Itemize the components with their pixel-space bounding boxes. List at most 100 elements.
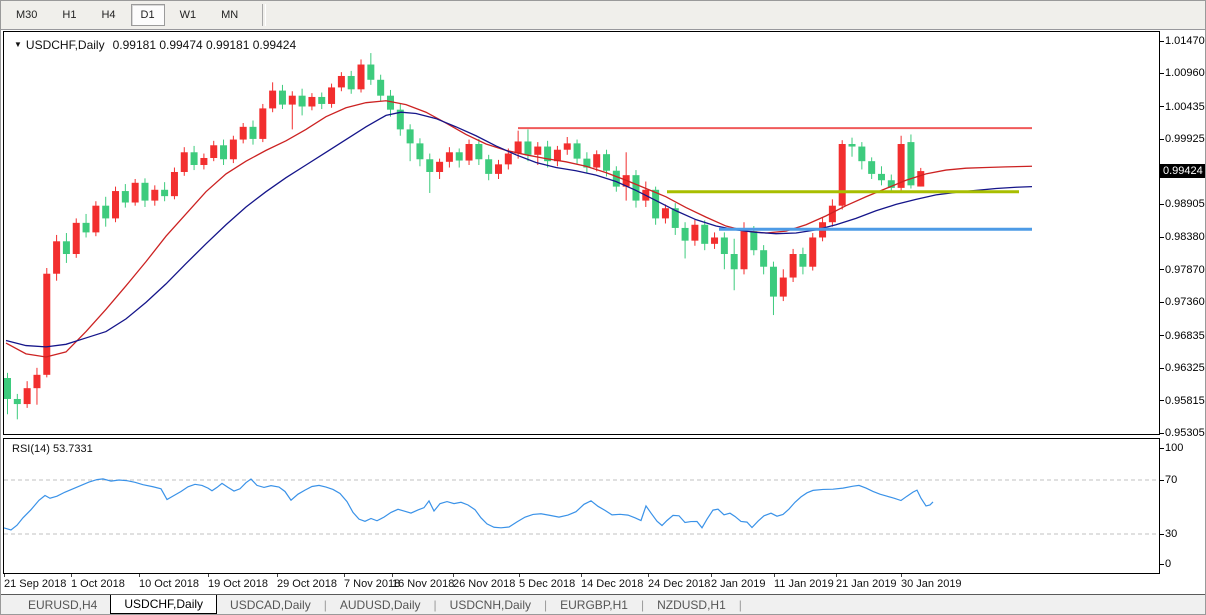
candle	[367, 53, 375, 85]
price-axis-label: 1.00435	[1165, 100, 1205, 113]
candle	[524, 129, 532, 162]
candle	[691, 219, 699, 246]
candle	[33, 367, 41, 405]
rsi-axis-tick	[1160, 480, 1164, 481]
candle	[445, 147, 453, 168]
chart-tab-usdcad[interactable]: USDCAD,Daily	[230, 597, 311, 612]
candle	[308, 93, 316, 111]
candle	[750, 226, 758, 256]
candle	[534, 142, 542, 165]
date-axis-label: 14 Dec 2018	[581, 578, 644, 590]
candle	[121, 184, 129, 208]
date-axis-label: 26 Nov 2018	[453, 578, 516, 590]
date-axis-tick	[711, 574, 712, 577]
date-axis-label: 30 Jan 2019	[901, 578, 962, 590]
chart-tab-usdchf[interactable]: USDCHF,Daily	[110, 595, 218, 614]
date-axis-tick	[519, 574, 520, 577]
candle	[239, 123, 247, 144]
date-axis-label: 19 Oct 2018	[208, 578, 268, 590]
candle	[485, 154, 493, 181]
chart-tab-nzdusd[interactable]: NZDUSD,H1	[657, 597, 726, 612]
candle	[396, 103, 404, 136]
candle	[720, 232, 728, 270]
rsi-axis-tick	[1160, 448, 1164, 449]
candle	[161, 182, 169, 202]
candle	[102, 196, 110, 227]
date-axis-label: 1 Oct 2018	[71, 578, 125, 590]
chart-tab-audusd[interactable]: AUDUSD,Daily	[339, 597, 421, 612]
date-axis-label: 10 Oct 2018	[139, 578, 199, 590]
candle	[475, 138, 483, 165]
price-axis-label: 0.95305	[1165, 427, 1205, 439]
chart-symbol-label: USDCHF,Daily	[25, 38, 105, 52]
candle	[4, 372, 11, 415]
timeframe-button-h4[interactable]: H4	[101, 9, 116, 21]
price-axis-label: 0.95815	[1165, 394, 1205, 407]
candle	[288, 91, 296, 130]
candle	[858, 142, 866, 170]
candle	[112, 186, 120, 223]
date-axis-tick	[392, 574, 393, 577]
candle	[583, 152, 591, 173]
candle	[249, 120, 257, 145]
candle	[337, 72, 345, 92]
price-axis-tick	[1160, 335, 1164, 337]
price-axis-tick	[1160, 301, 1164, 303]
timeframe-button-d1[interactable]: D1	[130, 4, 165, 26]
date-axis-label: 11 Jan 2019	[774, 578, 834, 590]
candle	[868, 157, 876, 179]
candle	[809, 233, 817, 271]
timeframe-toolbar: M30 H1 H4 D1 W1 MN	[1, 1, 1205, 30]
price-axis-label: 0.99925	[1165, 133, 1205, 146]
chart-tab-usdcnh[interactable]: USDCNH,Daily	[449, 597, 532, 612]
candle	[62, 233, 70, 263]
rsi-axis-tick	[1160, 534, 1164, 535]
candle	[347, 70, 355, 94]
rsi-axis-label: 30	[1165, 528, 1178, 540]
candle	[220, 139, 228, 165]
candle	[553, 145, 561, 167]
candle	[190, 145, 198, 171]
candle	[92, 201, 100, 237]
tab-separator: |	[323, 597, 327, 612]
candle	[298, 88, 306, 116]
candle	[848, 137, 856, 157]
timeframe-button-mn[interactable]: MN	[221, 9, 239, 21]
chart-tab-eurusd[interactable]: EURUSD,H4	[28, 597, 98, 612]
timeframe-button-w1[interactable]: W1	[179, 9, 197, 21]
rsi-line	[4, 478, 934, 531]
tab-separator: |	[640, 597, 645, 612]
timeframe-button-h1[interactable]: H1	[62, 9, 77, 21]
chart-ohlc-values: 0.99181 0.99474 0.99181 0.99424	[112, 38, 297, 52]
price-axis-tick	[1160, 367, 1164, 369]
timeframe-button-m30[interactable]: M30	[16, 9, 38, 21]
collapse-triangle-icon[interactable]: ▼	[14, 40, 22, 49]
rsi-axis-label: 100	[1165, 442, 1184, 454]
candle	[799, 247, 807, 275]
candle	[730, 238, 738, 291]
candle	[887, 174, 895, 192]
price-axis-tick	[1160, 138, 1164, 140]
date-axis-label: 29 Oct 2018	[277, 578, 337, 590]
date-axis-tick	[648, 574, 649, 577]
candle	[681, 222, 689, 259]
candle	[229, 135, 237, 164]
price-pane[interactable]: ▼ USDCHF,Daily 0.99181 0.99474 0.99181 0.9…	[3, 31, 1160, 435]
chart-tabs: EURUSD,H4 USDCHF,Daily USDCAD,Daily | AUDUSD…	[1, 594, 1205, 614]
price-axis-label: 0.98380	[1165, 231, 1205, 244]
chart-tab-eurgbp[interactable]: EURGBP,H1	[560, 597, 628, 612]
candle	[779, 269, 787, 302]
candle	[328, 83, 336, 108]
candle	[170, 167, 178, 200]
tab-separator: |	[544, 597, 548, 612]
candle	[455, 148, 463, 168]
candle	[210, 140, 218, 162]
chart-title: ▼ USDCHF,Daily 0.99181 0.99474 0.99181 0.9…	[14, 38, 296, 52]
rsi-pane[interactable]: RSI(14) 53.7331	[3, 438, 1160, 574]
candle	[701, 220, 709, 251]
candle	[632, 170, 640, 208]
price-axis-tick	[1160, 72, 1164, 74]
candle	[23, 381, 31, 408]
candle	[180, 147, 188, 176]
candle	[760, 245, 768, 275]
